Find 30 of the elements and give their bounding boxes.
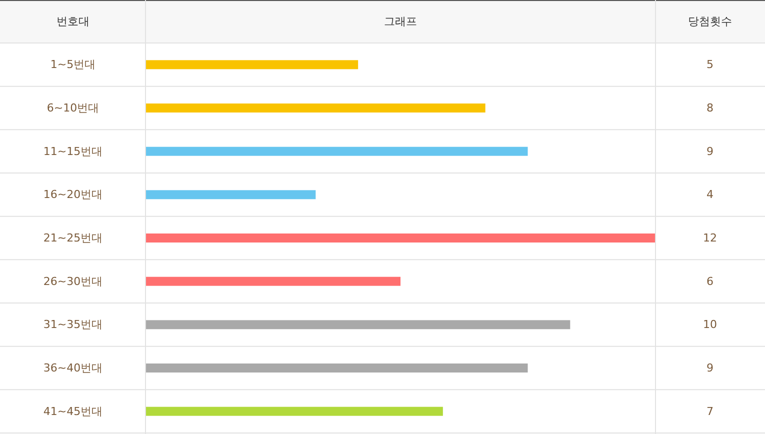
y-axis-title: 번호대 bbox=[56, 15, 90, 28]
y-tick-label: 16~20번대 bbox=[43, 188, 103, 202]
chart-title: 그래프 bbox=[384, 15, 417, 28]
data-label: 7 bbox=[706, 404, 714, 418]
bar bbox=[146, 364, 528, 372]
text: 당첨횟수 bbox=[688, 15, 732, 28]
y-tick-label: 26~30번대 bbox=[43, 274, 103, 288]
bar bbox=[146, 60, 358, 70]
bar bbox=[146, 146, 528, 156]
data-label: 10 bbox=[703, 318, 717, 332]
data-label: 5 bbox=[706, 58, 714, 72]
y-tick-label: 21~25번대 bbox=[43, 232, 103, 244]
bar bbox=[146, 190, 316, 200]
y-tick-label: 11~15번대 bbox=[43, 144, 103, 158]
y-tick-label: 31~35번대 bbox=[43, 318, 103, 332]
bar bbox=[146, 276, 400, 286]
y-tick-label: 1~5번대 bbox=[50, 58, 96, 72]
y-tick-label: 41~45번대 bbox=[43, 404, 103, 418]
y-tick-label: 6~10번대 bbox=[46, 102, 100, 114]
data-label: 12 bbox=[703, 232, 717, 244]
data-label: 4 bbox=[706, 188, 714, 202]
data-label: 6 bbox=[706, 274, 714, 288]
y-tick-label: 36~40번대 bbox=[43, 362, 103, 374]
data-label: 9 bbox=[706, 144, 714, 158]
bar bbox=[146, 320, 570, 330]
data-label: 9 bbox=[706, 362, 714, 374]
bar bbox=[146, 406, 443, 416]
data-label: 8 bbox=[706, 102, 714, 114]
bar bbox=[146, 234, 655, 242]
bar bbox=[146, 104, 486, 112]
